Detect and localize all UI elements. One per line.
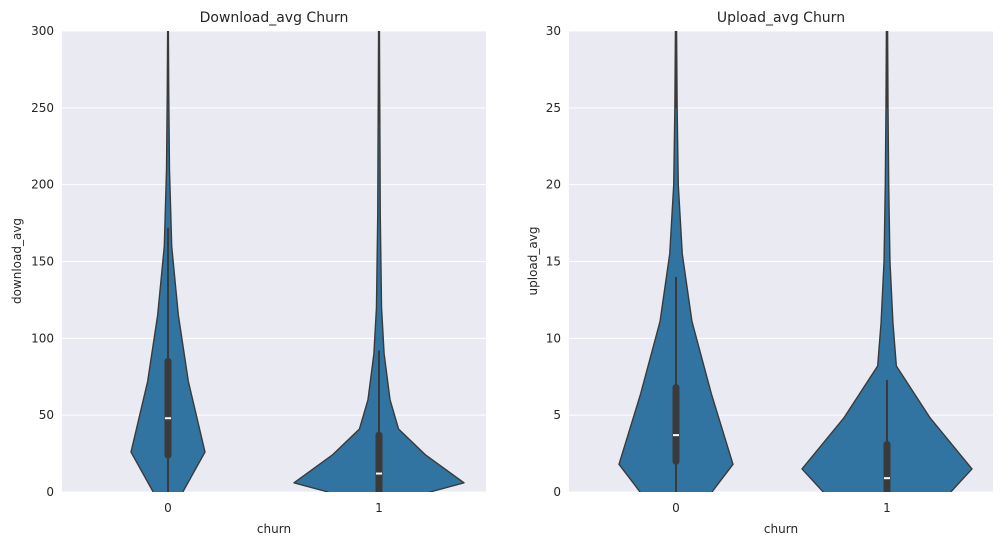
violin-1 [801,31,973,492]
violins [130,31,465,492]
y-axis-label: upload_avg [526,227,540,296]
y-axis-label: download_avg [10,218,24,304]
y-tick-label: 300 [31,24,54,38]
y-tick-label: 10 [546,331,561,345]
y-tick-labels: 0 5 10 15 20 25 30 [546,24,561,499]
x-tick-label: 1 [375,501,383,515]
y-tick-label: 100 [31,331,54,345]
x-tick-label: 1 [883,501,891,515]
chart-title: Upload_avg Churn [717,10,845,26]
violin-group [130,31,465,492]
y-tick-label: 200 [31,178,54,192]
violins [618,31,973,492]
y-tick-label: 20 [546,178,561,192]
violin-0 [618,31,734,492]
violin-group [618,31,973,492]
x-axis-label: churn [257,522,291,536]
chart-title: Download_avg Churn [200,10,349,26]
y-tick-label: 150 [31,255,54,269]
gridlines [62,30,486,493]
violin-1 [293,31,465,492]
y-tick-label: 50 [39,408,54,422]
y-tick-label: 25 [546,101,561,115]
y-tick-label: 0 [553,485,561,499]
y-tick-label: 5 [553,408,561,422]
y-tick-label: 15 [546,255,561,269]
y-tick-label: 0 [46,485,54,499]
x-tick-label: 0 [672,501,680,515]
download-violin-panel: Download_avg Churn churn download_avg 0 5… [10,10,486,536]
y-tick-label: 30 [546,24,561,38]
upload-violin-panel: Upload_avg Churn churn upload_avg 051015… [526,10,993,536]
y-tick-labels: 0 50 100 150 200 250 300 [31,24,54,499]
y-tick-label: 250 [31,101,54,115]
x-axis-label: churn [764,522,798,536]
x-tick-label: 0 [164,501,172,515]
